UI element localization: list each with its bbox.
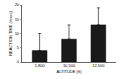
svg-text:1,800: 1,800 bbox=[35, 63, 46, 68]
svg-text:12,500: 12,500 bbox=[92, 63, 105, 68]
svg-text:20: 20 bbox=[15, 2, 20, 7]
svg-text:0: 0 bbox=[17, 59, 20, 64]
svg-text:5: 5 bbox=[17, 45, 20, 50]
svg-text:15: 15 bbox=[15, 17, 20, 22]
svg-text:10: 10 bbox=[15, 31, 20, 36]
svg-text:REACTION TIME (msec): REACTION TIME (msec) bbox=[8, 11, 13, 56]
svg-text:ALTITUDE (ft): ALTITUDE (ft) bbox=[56, 69, 82, 74]
svg-text:10,500: 10,500 bbox=[63, 63, 76, 68]
